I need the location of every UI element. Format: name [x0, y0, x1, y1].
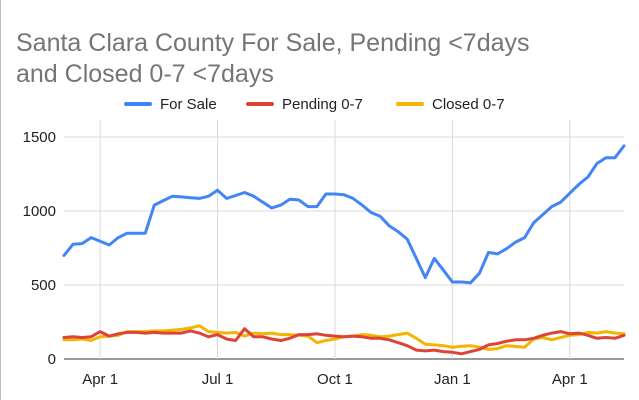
x-tick-label: Apr 1	[552, 371, 588, 388]
y-axis: 0 500 1000 1500	[23, 129, 56, 368]
y-tick-label: 1500	[23, 129, 56, 146]
legend-label-pending-0-7: Pending 0-7	[282, 96, 363, 113]
chart-title-line-1: Santa Clara County For Sale, Pending <7d…	[16, 29, 530, 57]
series-line-pending-0-7	[62, 327, 626, 356]
series-line-for-sale	[62, 144, 626, 285]
series-lines	[62, 144, 626, 356]
x-axis: Apr 1 Jul 1 Oct 1 Jan 1 Apr 1	[82, 371, 588, 388]
chart-title-line-2: and Closed 0-7 <7days	[16, 60, 274, 88]
y-gridlines	[64, 136, 624, 360]
y-tick-label: 1000	[23, 203, 56, 220]
legend-label-closed-0-7: Closed 0-7	[432, 96, 505, 113]
x-tick-label: Jul 1	[202, 371, 234, 388]
y-tick-label: 0	[48, 351, 56, 368]
y-tick-label: 500	[31, 277, 56, 294]
x-tick-label: Apr 1	[82, 371, 118, 388]
x-gridlines	[99, 120, 571, 359]
legend: For Sale Pending 0-7 Closed 0-7	[124, 96, 505, 113]
legend-label-for-sale: For Sale	[160, 96, 217, 113]
x-tick-label: Jan 1	[434, 371, 471, 388]
x-tick-label: Oct 1	[317, 371, 353, 388]
